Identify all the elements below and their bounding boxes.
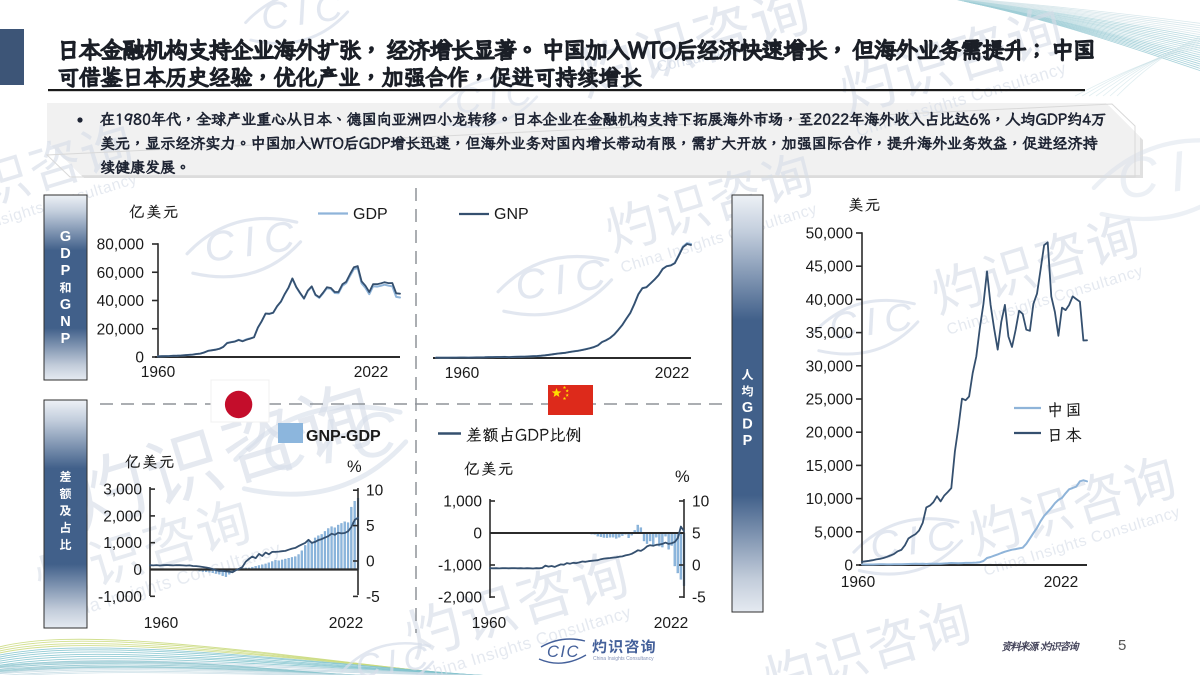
svg-text:2022: 2022 (655, 365, 689, 382)
svg-text:1960: 1960 (445, 365, 480, 382)
svg-text:2,000: 2,000 (103, 508, 142, 525)
svg-text:45,000: 45,000 (806, 259, 854, 276)
svg-text:-1,000: -1,000 (438, 558, 482, 575)
svg-text:20,000: 20,000 (806, 425, 854, 442)
svg-text:0: 0 (844, 558, 853, 575)
svg-text:15,000: 15,000 (806, 458, 854, 475)
svg-text:G: G (60, 229, 71, 245)
svg-text:1960: 1960 (472, 615, 507, 632)
svg-text:10,000: 10,000 (806, 491, 854, 508)
svg-text:2022: 2022 (654, 615, 688, 632)
svg-text:CIC: CIC (547, 643, 580, 661)
svg-text:%: % (675, 468, 690, 486)
svg-text:5: 5 (1118, 637, 1126, 654)
svg-text:China Insights Consultancy: China Insights Consultancy (593, 656, 654, 662)
svg-text:1960: 1960 (144, 615, 179, 632)
svg-text:1,000: 1,000 (103, 535, 142, 552)
svg-text:20,000: 20,000 (97, 321, 145, 338)
svg-text:60,000: 60,000 (97, 265, 145, 282)
svg-text:0: 0 (473, 526, 482, 543)
svg-text:40,000: 40,000 (97, 293, 145, 310)
svg-text:1960: 1960 (841, 574, 876, 591)
svg-text:5: 5 (366, 518, 375, 535)
svg-text:GNP-GDP: GNP-GDP (306, 428, 381, 445)
svg-text:80,000: 80,000 (97, 237, 145, 254)
svg-text:-2,000: -2,000 (438, 590, 482, 607)
svg-text:G: G (60, 297, 71, 313)
svg-text:1,000: 1,000 (443, 494, 482, 511)
svg-text:2022: 2022 (354, 364, 388, 381)
svg-text:40,000: 40,000 (806, 292, 854, 309)
svg-text:-1,000: -1,000 (98, 589, 142, 606)
svg-text:10: 10 (366, 483, 384, 500)
svg-text:D: D (60, 246, 70, 262)
svg-text:25,000: 25,000 (806, 392, 854, 409)
svg-text:D: D (742, 417, 752, 433)
svg-text:-5: -5 (692, 590, 706, 607)
svg-text:GNP: GNP (494, 206, 529, 223)
svg-text:5,000: 5,000 (814, 524, 853, 541)
svg-text:35,000: 35,000 (806, 325, 854, 342)
svg-text:GDP: GDP (353, 206, 388, 223)
svg-text:N: N (60, 314, 70, 330)
svg-text:30,000: 30,000 (806, 358, 854, 375)
svg-text:3,000: 3,000 (103, 482, 142, 499)
svg-text:G: G (742, 400, 753, 416)
svg-text:P: P (61, 263, 71, 279)
svg-text:0: 0 (692, 558, 701, 575)
svg-text:10: 10 (692, 494, 710, 511)
svg-text:2022: 2022 (329, 615, 363, 632)
svg-text:0: 0 (133, 562, 142, 579)
svg-text:50,000: 50,000 (806, 226, 854, 243)
svg-text:%: % (347, 458, 362, 476)
svg-text:P: P (743, 433, 753, 449)
svg-text:5: 5 (692, 526, 701, 543)
svg-text:-5: -5 (366, 589, 380, 606)
svg-text:1960: 1960 (141, 364, 176, 381)
svg-text:0: 0 (366, 554, 375, 571)
svg-text:2022: 2022 (1044, 574, 1078, 591)
svg-text:P: P (61, 331, 71, 347)
